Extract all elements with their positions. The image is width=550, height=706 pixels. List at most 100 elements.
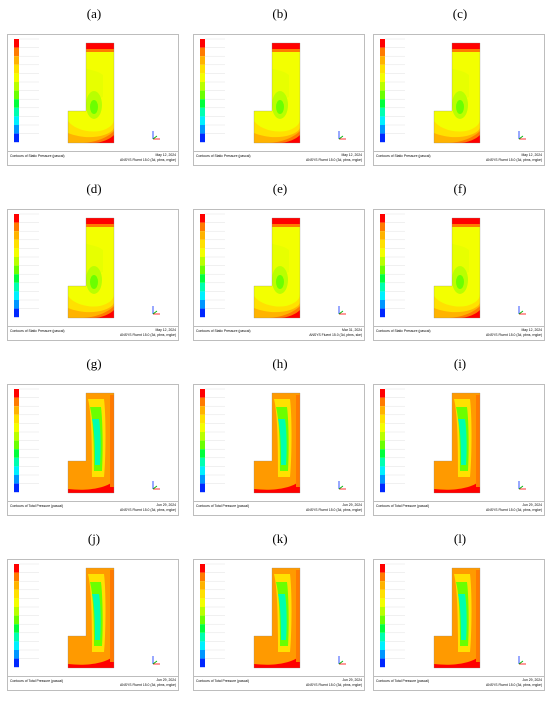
legend-swatch xyxy=(380,308,385,318)
legend-swatch xyxy=(200,39,205,48)
legend-swatch xyxy=(380,133,385,143)
contour-panel-i: (i) Contours of Total Pressure (pascal) Ju… xyxy=(370,356,550,531)
legend-swatch xyxy=(14,300,19,309)
legend-swatch xyxy=(14,231,19,240)
contour-svg xyxy=(380,388,526,494)
plot-date: May 12, 2024 xyxy=(155,153,176,157)
domain-outline xyxy=(67,42,115,144)
plot-caption: Contours of Static Pressure (pascal) May … xyxy=(374,326,544,340)
legend-swatch xyxy=(200,90,205,100)
legend-swatch xyxy=(14,615,19,625)
legend-swatch xyxy=(380,239,385,249)
legend-swatch xyxy=(200,581,205,590)
contour-svg xyxy=(200,388,346,494)
software-version: ANSYS Fluent 15.0 (3d, pbns, ske) xyxy=(309,333,362,337)
legend-swatch xyxy=(200,47,205,57)
legend-swatch xyxy=(380,581,385,590)
domain-outline xyxy=(433,217,481,319)
fluent-contour-plot: Contours of Static Pressure (pascal) Mar … xyxy=(193,209,365,341)
legend-swatch xyxy=(14,125,19,134)
legend-swatch xyxy=(380,300,385,309)
fluent-contour-plot: Contours of Total Pressure (pascal) Jun 2… xyxy=(373,384,545,516)
plot-caption: Contours of Total Pressure (pascal) Jun 2… xyxy=(374,501,544,515)
axis-triad-icon xyxy=(338,481,346,490)
axis-triad-icon xyxy=(338,131,346,140)
panel-label: (c) xyxy=(452,6,468,21)
legend-swatch xyxy=(200,598,205,607)
software-version: ANSYS Fluent 15.0 (3d, pbns, rngke) xyxy=(120,333,176,337)
legend-swatch xyxy=(14,589,19,599)
legend-swatch xyxy=(380,432,385,441)
legend-swatch xyxy=(200,572,205,582)
legend-swatch xyxy=(380,39,385,48)
legend-swatch xyxy=(200,222,205,232)
plot-date: May 12, 2024 xyxy=(341,153,362,157)
legend-swatch xyxy=(14,291,19,300)
legend-swatch xyxy=(14,107,19,117)
legend-swatch xyxy=(14,56,19,65)
panel-label: (g) xyxy=(86,356,102,371)
color-legend xyxy=(200,38,225,143)
panel-label: (h) xyxy=(272,356,288,371)
legend-swatch xyxy=(200,406,205,415)
legend-swatch xyxy=(380,389,385,398)
legend-swatch xyxy=(380,47,385,57)
legend-swatch xyxy=(380,607,385,616)
legend-swatch xyxy=(380,658,385,668)
contour-panel-b: (b) Contours of Static Pressure (pascal) M… xyxy=(190,6,370,181)
plot-caption: Contours of Static Pressure (pascal) May … xyxy=(194,151,364,165)
panel-label: (l) xyxy=(453,531,467,546)
color-legend xyxy=(14,38,39,143)
software-version: ANSYS Fluent 15.0 (3d, pbns, rngke) xyxy=(120,158,176,162)
plot-caption: Contours of Static Pressure (pascal) May … xyxy=(374,151,544,165)
legend-swatch xyxy=(200,282,205,292)
legend-swatch xyxy=(200,397,205,407)
fluent-contour-plot: Contours of Static Pressure (pascal) May … xyxy=(193,34,365,166)
contour-panel-l: (l) Contours of Total Pressure (pascal) Ju… xyxy=(370,531,550,706)
plot-caption: Contours of Static Pressure (pascal) Mar … xyxy=(194,326,364,340)
legend-swatch xyxy=(200,475,205,484)
axis-triad-icon xyxy=(518,656,526,665)
flow-domain xyxy=(67,392,115,494)
legend-swatch xyxy=(200,449,205,458)
legend-swatch xyxy=(380,265,385,275)
contour-panel-h: (h) Contours of Total Pressure (pascal) Ju… xyxy=(190,356,370,531)
color-legend xyxy=(380,563,405,668)
axis-triad-icon xyxy=(518,481,526,490)
plot-caption: Contours of Total Pressure (pascal) Jun 2… xyxy=(8,501,178,515)
legend-swatch xyxy=(14,466,19,475)
contour-svg xyxy=(14,388,160,494)
panel-label: (a) xyxy=(86,6,102,21)
legend-swatch xyxy=(380,624,385,633)
panel-label: (b) xyxy=(272,6,288,21)
legend-swatch xyxy=(200,274,205,283)
legend-swatch xyxy=(380,214,385,223)
legend-swatch xyxy=(200,607,205,616)
legend-swatch xyxy=(380,457,385,467)
legend-swatch xyxy=(200,650,205,659)
plot-date: Jun 29, 2024 xyxy=(342,678,362,682)
plot-caption: Contours of Static Pressure (pascal) May … xyxy=(8,326,178,340)
legend-swatch xyxy=(200,658,205,668)
fluent-contour-plot: Contours of Static Pressure (pascal) May … xyxy=(7,34,179,166)
contour-title: Contours of Total Pressure (pascal) xyxy=(376,504,430,508)
legend-swatch xyxy=(200,389,205,398)
legend-swatch xyxy=(380,64,385,74)
plot-date: Jun 29, 2024 xyxy=(522,503,542,507)
legend-swatch xyxy=(14,423,19,432)
contour-title: Contours of Total Pressure (pascal) xyxy=(196,679,250,683)
legend-swatch xyxy=(14,99,19,108)
legend-swatch xyxy=(14,641,19,650)
software-version: ANSYS Fluent 15.0 (3d, pbns, rngke) xyxy=(306,158,362,162)
legend-swatch xyxy=(200,107,205,117)
legend-swatch xyxy=(380,466,385,475)
legend-swatch xyxy=(200,125,205,134)
legend-swatch xyxy=(200,248,205,257)
axis-triad-icon xyxy=(152,131,160,140)
plot-caption: Contours of Total Pressure (pascal) Jun 2… xyxy=(8,676,178,690)
legend-swatch xyxy=(200,239,205,249)
contour-svg xyxy=(200,213,346,319)
legend-swatch xyxy=(200,308,205,318)
flow-domain xyxy=(67,217,115,319)
contour-title: Contours of Static Pressure (pascal) xyxy=(196,154,251,158)
